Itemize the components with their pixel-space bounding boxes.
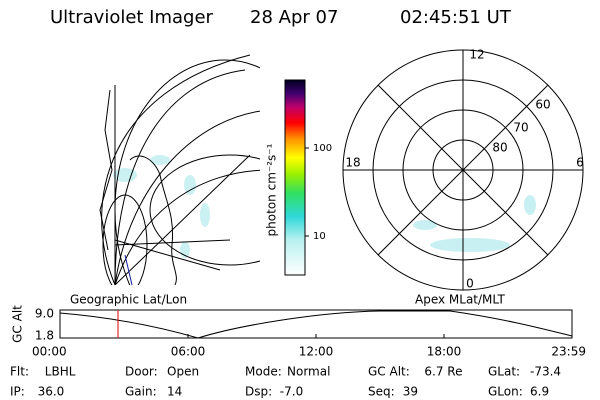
mlt-label: 6 bbox=[576, 156, 584, 170]
mlt-label: 12 bbox=[469, 48, 484, 62]
field-value: 39 bbox=[403, 385, 418, 399]
panel-label: Apex MLat/MLT bbox=[415, 293, 505, 307]
field-label: GLon: bbox=[488, 385, 523, 399]
panel-label: Geographic Lat/Lon bbox=[70, 293, 187, 307]
polar-plot bbox=[342, 49, 584, 291]
field-label: Mode: bbox=[245, 365, 282, 379]
field-value: Normal bbox=[287, 365, 330, 379]
altitude-curve bbox=[59, 310, 573, 339]
field-value: Open bbox=[167, 365, 199, 379]
x-tick-label: 12:00 bbox=[299, 345, 334, 359]
y-tick-label: 9.0 bbox=[35, 307, 54, 321]
title: Ultraviolet Imager bbox=[50, 7, 214, 28]
field-label: GC Alt: bbox=[368, 365, 410, 379]
field-value: -73.4 bbox=[530, 365, 561, 379]
mlt-label: 18 bbox=[345, 156, 360, 170]
field-value: 14 bbox=[167, 385, 182, 399]
colorbar-label: photon cm⁻²s⁻¹ bbox=[265, 143, 279, 236]
y-tick-label: 1.8 bbox=[35, 329, 54, 343]
date: 28 Apr 07 bbox=[250, 7, 338, 28]
field-label: Gain: bbox=[125, 385, 157, 399]
field-value: 6.9 bbox=[530, 385, 549, 399]
x-tick-label: 00:00 bbox=[32, 345, 67, 359]
x-tick-label: 18:00 bbox=[427, 345, 462, 359]
field-value: 36.0 bbox=[38, 385, 65, 399]
colorbar bbox=[284, 79, 306, 276]
lat-label: 80 bbox=[492, 141, 507, 155]
y-label: GC Alt bbox=[11, 305, 25, 343]
field-label: Flt: bbox=[10, 365, 29, 379]
x-tick-label: 23:59 bbox=[551, 345, 586, 359]
time: 02:45:51 UT bbox=[400, 7, 512, 28]
lat-label: 60 bbox=[535, 98, 550, 112]
field-label: Door: bbox=[125, 365, 158, 379]
mlt-label: 0 bbox=[466, 277, 474, 291]
field-label: Seq: bbox=[368, 385, 395, 399]
field-label: IP: bbox=[10, 385, 25, 399]
field-label: GLat: bbox=[488, 365, 520, 379]
colorbar-tick: 10 bbox=[313, 231, 326, 242]
altitude-plot bbox=[59, 309, 573, 339]
lat-label: 70 bbox=[513, 121, 528, 135]
field-label: Dsp: bbox=[245, 385, 272, 399]
field-value: 6.7 Re bbox=[424, 365, 462, 379]
x-tick-label: 06:00 bbox=[171, 345, 206, 359]
field-value: LBHL bbox=[45, 365, 76, 379]
field-value: -7.0 bbox=[280, 385, 303, 399]
geo-map bbox=[99, 54, 260, 285]
colorbar-tick: 100 bbox=[313, 143, 332, 154]
